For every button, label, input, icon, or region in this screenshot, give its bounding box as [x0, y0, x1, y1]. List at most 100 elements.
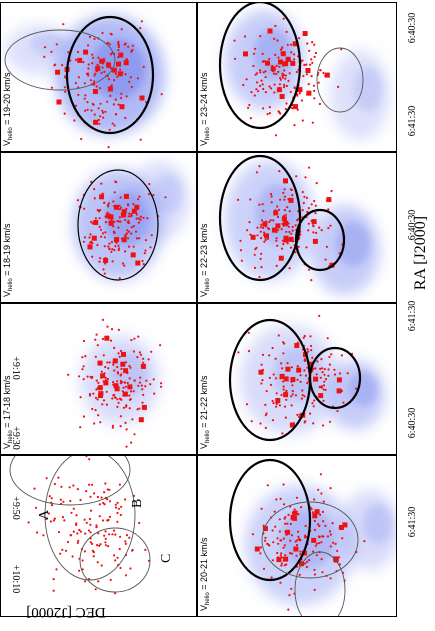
velocity-member: [117, 71, 123, 77]
star-point: [106, 361, 109, 364]
star-point: [125, 445, 128, 448]
velocity-member: [292, 510, 298, 516]
star-point: [109, 67, 113, 70]
star-point: [287, 608, 290, 611]
star-point: [98, 503, 101, 506]
star-point: [266, 484, 269, 487]
velocity-member: [114, 237, 120, 243]
panel-frame: [0, 2, 197, 152]
star-point: [104, 530, 107, 533]
velocity-member: [275, 398, 281, 403]
star-point: [98, 260, 101, 263]
star-point: [137, 217, 140, 220]
star-point: [286, 362, 289, 365]
star-point: [245, 403, 249, 406]
star-point: [329, 224, 332, 227]
star-point: [94, 338, 97, 341]
star-point: [147, 358, 150, 361]
star-point: [328, 363, 331, 366]
star-point: [311, 402, 314, 405]
star-point: [290, 43, 293, 46]
star-point: [137, 198, 140, 201]
star-point: [117, 401, 120, 404]
star-point: [131, 44, 134, 47]
star-point: [115, 380, 119, 383]
star-point: [295, 70, 298, 74]
star-point: [289, 505, 292, 508]
star-point: [96, 495, 99, 499]
gas-emission-core: [30, 31, 66, 57]
star-point: [61, 516, 65, 519]
star-point: [78, 375, 81, 378]
star-point: [98, 544, 101, 547]
star-point: [321, 571, 324, 574]
star-point: [117, 40, 120, 44]
star-point: [319, 367, 322, 370]
star-point: [93, 37, 96, 41]
star-point: [313, 55, 316, 59]
star-point: [99, 228, 102, 231]
star-point: [144, 548, 147, 552]
star-point: [268, 112, 271, 115]
star-point: [117, 226, 120, 229]
star-point: [282, 483, 285, 486]
star-point: [127, 245, 131, 248]
region-label-c: C: [159, 554, 174, 563]
star-point: [77, 76, 80, 79]
star-point: [283, 517, 286, 520]
star-point: [118, 204, 121, 207]
star-point: [164, 196, 167, 199]
star-point: [103, 272, 106, 275]
velocity-member: [107, 86, 113, 92]
star-point: [88, 35, 91, 39]
star-point: [275, 72, 278, 76]
velocity-member: [91, 235, 97, 241]
star-point: [305, 63, 308, 66]
star-point: [81, 356, 84, 359]
star-point: [291, 225, 294, 229]
velocity-label: Vhelio = 23-24 km/s: [199, 72, 211, 146]
star-point: [92, 103, 95, 106]
star-point: [105, 403, 108, 406]
map-panel: Vhelio = 19-20 km/s: [0, 2, 197, 152]
star-point: [271, 399, 274, 403]
velocity-member: [285, 366, 291, 372]
star-point: [153, 392, 156, 395]
velocity-member: [318, 393, 324, 399]
star-point: [102, 111, 105, 114]
star-point: [269, 383, 273, 386]
velocity-member: [118, 52, 124, 58]
star-point: [79, 530, 82, 533]
star-point: [125, 58, 128, 61]
velocity-member: [121, 209, 127, 215]
star-point: [88, 483, 91, 486]
velocity-member: [106, 62, 111, 68]
star-point: [290, 587, 293, 590]
star-point: [91, 542, 94, 546]
velocity-member: [272, 227, 277, 233]
star-point: [291, 107, 294, 110]
star-point: [128, 364, 131, 368]
star-point: [59, 498, 62, 501]
star-point: [250, 420, 253, 423]
star-point: [124, 250, 127, 253]
star-point: [89, 541, 92, 544]
star-point: [270, 195, 273, 198]
star-point: [125, 361, 128, 364]
star-point: [329, 545, 332, 548]
star-point: [139, 215, 143, 218]
star-point: [117, 507, 120, 510]
star-point: [113, 249, 116, 252]
star-point: [76, 50, 80, 54]
star-point: [142, 393, 145, 396]
star-point: [314, 204, 317, 207]
star-point: [144, 249, 147, 252]
star-point: [79, 396, 82, 399]
gas-emission-core: [153, 174, 183, 214]
star-point: [135, 217, 138, 220]
gas-emission-core: [348, 371, 378, 407]
star-point: [253, 253, 256, 256]
panel-frame: [0, 455, 197, 617]
star-point: [295, 543, 299, 547]
